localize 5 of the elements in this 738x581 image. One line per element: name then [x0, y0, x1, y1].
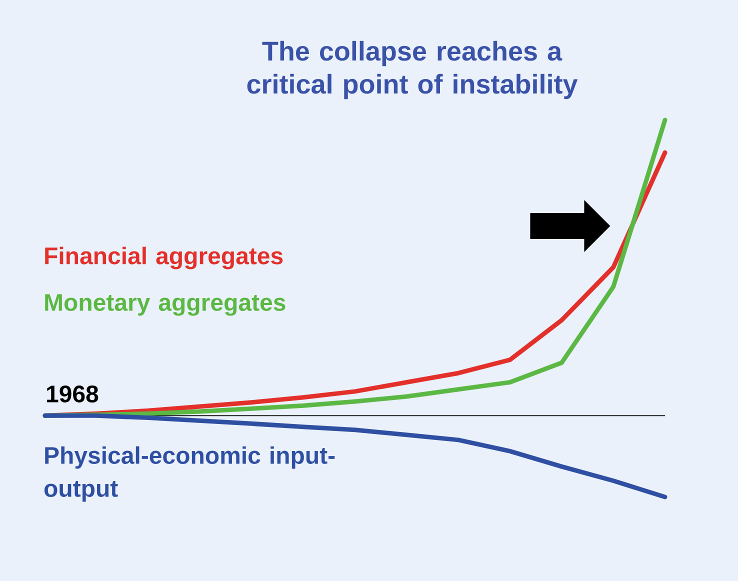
- chart-title: The collapse reaches a critical point of instability: [247, 40, 578, 100]
- text: Financial aggregates: [45, 246, 283, 270]
- annotation: 1968: [47, 385, 98, 402]
- series-label: Physical-economic input-output: [44, 446, 335, 502]
- text: Monetary aggregates: [45, 294, 286, 316]
